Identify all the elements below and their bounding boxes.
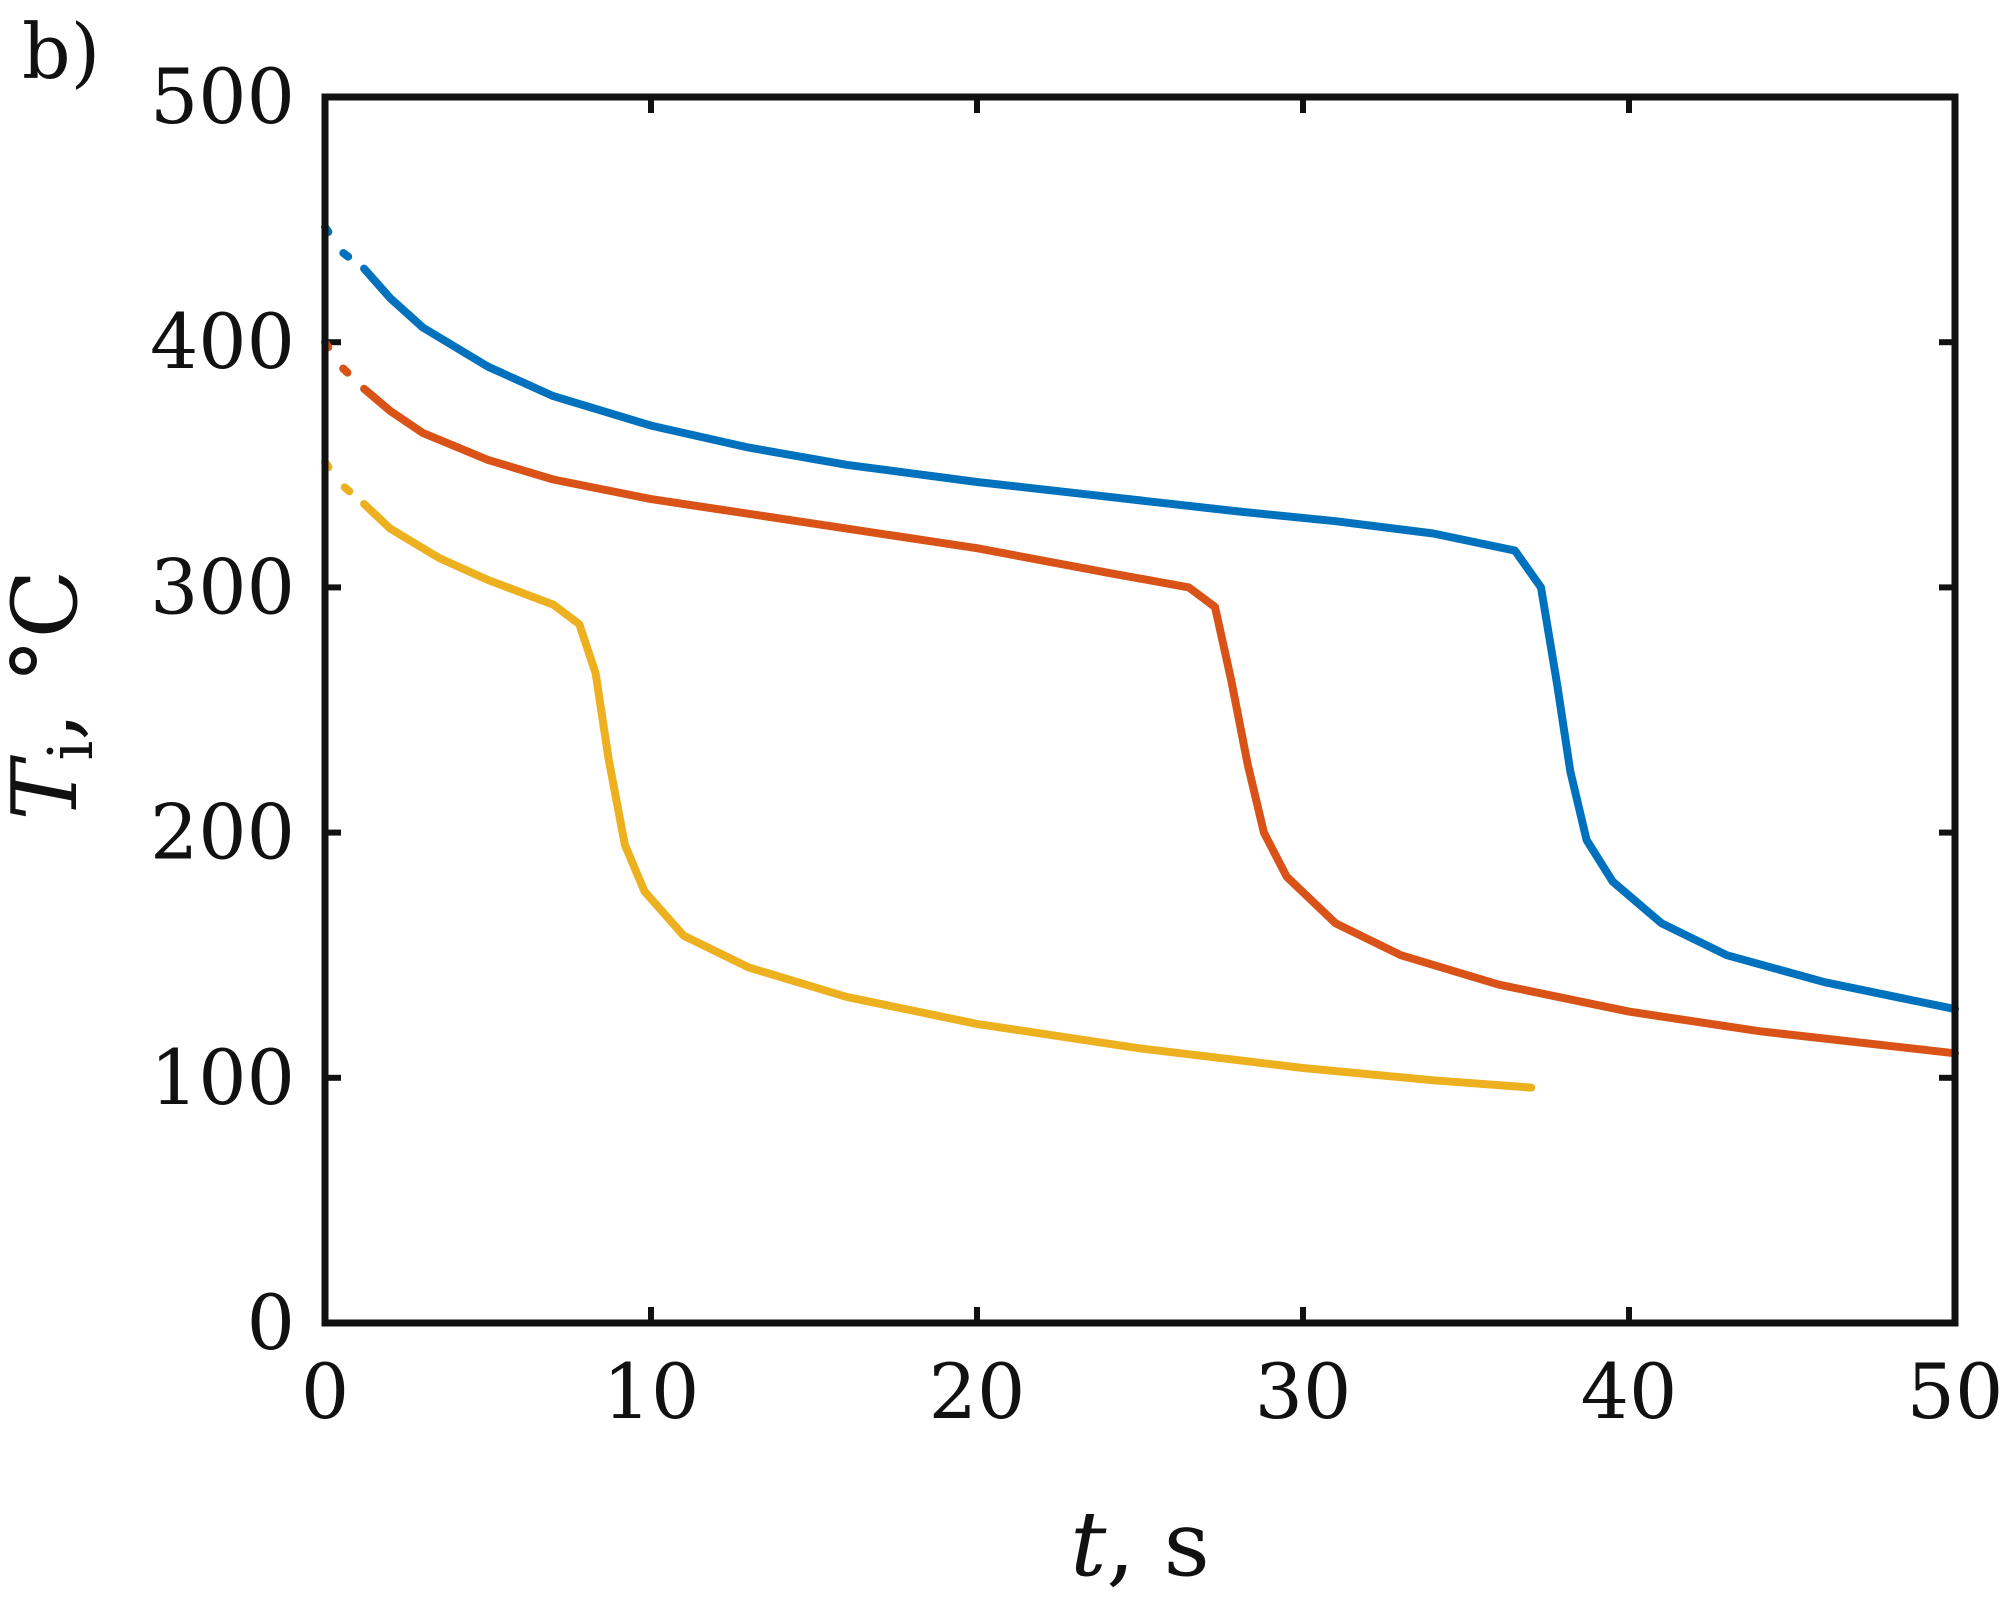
series-line-1 (360, 264, 1959, 1014)
plot-frame (321, 93, 1959, 1327)
series-line-2 (360, 384, 1959, 1058)
x-tick-label: 30 (1255, 1347, 1352, 1436)
x-axis-label: t, s (1070, 1492, 1210, 1597)
y-tick-label: 100 (150, 1033, 295, 1122)
x-tick-label: 20 (929, 1347, 1026, 1436)
series-line-3 (360, 500, 1536, 1092)
y-axis-label-var: T (0, 754, 98, 820)
y-tick-label: 500 (150, 52, 295, 141)
y-tick-label: 300 (150, 542, 295, 631)
x-tick-label: 40 (1581, 1347, 1678, 1436)
x-tick-label: 10 (603, 1347, 700, 1436)
series-line-start-2 (321, 338, 369, 393)
panel-label: b) (22, 7, 100, 96)
x-tick-label: 0 (301, 1347, 349, 1436)
y-axis: 0 100 200 300 400 500 (150, 52, 1955, 1367)
y-axis-label-sub: i (34, 741, 107, 761)
y-axis-label: Ti, °C (0, 570, 107, 821)
series-line-start-1 (321, 223, 369, 273)
x-axis-label-var: t (1070, 1492, 1107, 1597)
y-axis-label-unit: , °C (0, 570, 98, 741)
y-tick-label: 400 (150, 297, 295, 386)
x-axis: 0 10 20 30 40 50 (301, 97, 2000, 1436)
plot-series (321, 223, 1959, 1092)
x-axis-label-unit: , s (1106, 1492, 1209, 1597)
series-line-start-3 (321, 458, 369, 508)
y-tick-label: 200 (150, 788, 295, 877)
x-tick-label: 50 (1907, 1347, 2000, 1436)
y-axis-label-group: Ti, °C (0, 570, 107, 821)
y-tick-label: 0 (247, 1278, 295, 1367)
